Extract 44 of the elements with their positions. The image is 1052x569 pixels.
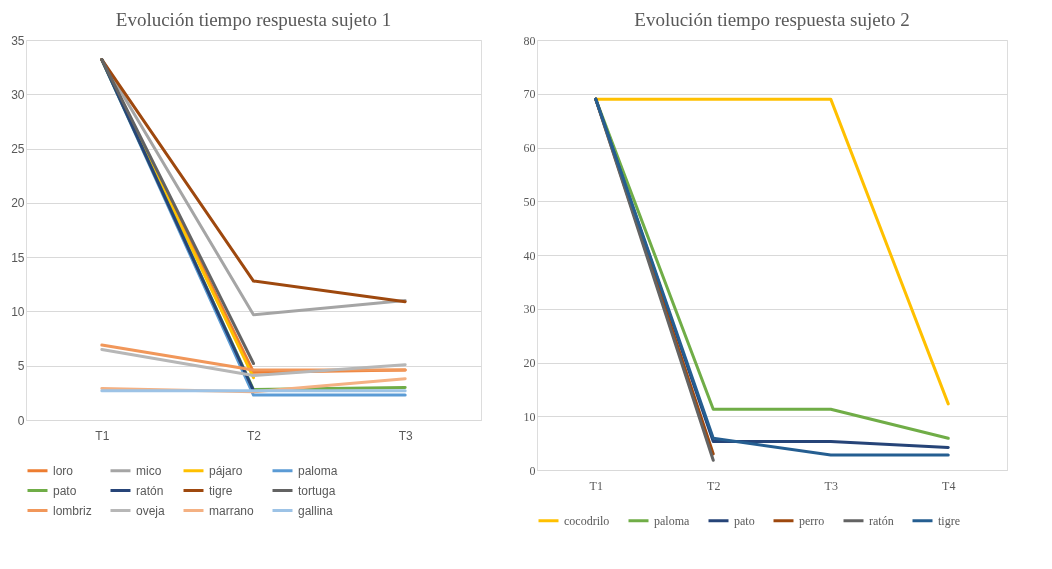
legend-label: marrano — [209, 503, 255, 518]
y-tick-label: 10 — [523, 409, 536, 424]
legend-label: tigre — [209, 483, 233, 498]
y-tick-label: 0 — [17, 413, 25, 428]
legend-label: perro — [799, 513, 825, 528]
y-tick-label: 30 — [523, 302, 536, 317]
x-tick-label: T2 — [246, 428, 262, 443]
legend-label: pato — [53, 483, 77, 498]
legend-label: tigre — [938, 513, 960, 528]
x-tick-label: T3 — [398, 428, 413, 443]
legend-label: tortuga — [298, 483, 336, 498]
y-tick-label: 5 — [17, 359, 25, 374]
legend-label: ratón — [136, 483, 164, 498]
x-tick-label: T2 — [707, 478, 721, 493]
legend-label: gallina — [298, 503, 334, 518]
legend-label: ratón — [869, 513, 894, 528]
x-tick-label: T1 — [95, 428, 110, 443]
chart-title: Evolución tiempo respuesta sujeto 2 — [634, 9, 910, 30]
y-tick-label: 80 — [523, 33, 536, 48]
legend-label: oveja — [136, 503, 166, 518]
y-tick-label: 15 — [11, 250, 25, 265]
y-tick-label: 20 — [523, 356, 536, 370]
legend-label: cocodrilo — [564, 513, 610, 528]
y-tick-label: 0 — [529, 463, 536, 478]
y-tick-label: 30 — [11, 87, 25, 102]
x-tick-label: T1 — [589, 478, 603, 493]
legend-label: paloma — [654, 513, 690, 528]
chart-title: Evolución tiempo respuesta sujeto 1 — [115, 9, 392, 30]
legend-label: lombriz — [53, 503, 92, 518]
x-tick-label: T3 — [824, 478, 838, 493]
y-tick-label: 10 — [11, 304, 25, 319]
legend-label: mico — [136, 463, 162, 478]
y-tick-label: 25 — [11, 142, 25, 157]
y-tick-label: 20 — [11, 196, 25, 211]
legend-label: loro — [53, 463, 74, 478]
y-tick-label: 60 — [523, 141, 536, 155]
y-tick-label: 40 — [523, 248, 536, 263]
x-tick-label: T4 — [942, 478, 956, 493]
y-tick-label: 50 — [523, 194, 536, 209]
y-tick-label: 35 — [11, 33, 25, 48]
y-tick-label: 70 — [523, 87, 536, 102]
legend-label: pato — [734, 513, 755, 528]
legend-label: pájaro — [209, 463, 243, 478]
legend-label: paloma — [298, 463, 338, 478]
